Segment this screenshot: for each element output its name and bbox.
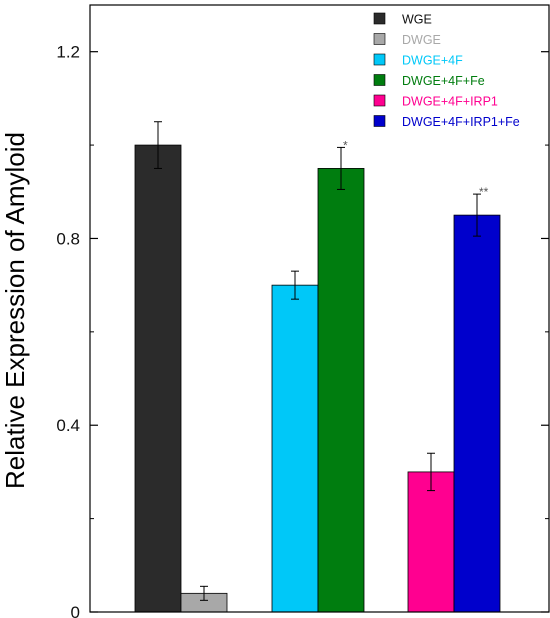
legend-swatch xyxy=(373,74,386,86)
significance-marks: *** xyxy=(343,138,489,199)
bar-dwge-4f-irp1-fe xyxy=(453,214,501,613)
legend-swatch xyxy=(373,53,386,66)
legend-label: DWGE+4F xyxy=(402,54,463,68)
y-tick-label: 1.2 xyxy=(56,43,80,62)
y-tick-labels: 0 0.4 0.8 1.2 xyxy=(56,43,80,618)
legend-swatch xyxy=(373,115,386,127)
legend-label: DWGE+4F+Fe xyxy=(402,74,485,88)
bar-dwge-4f xyxy=(271,284,319,613)
legend-label: WGE xyxy=(402,13,432,27)
y-tick-label: 0.4 xyxy=(56,416,80,435)
bar-dwge-4f-fe xyxy=(317,168,365,613)
axis-ticks xyxy=(90,51,549,613)
y-tick-label: 0.8 xyxy=(56,229,80,248)
y-axis-label: Relative Expression of Amyloid xyxy=(0,132,30,489)
legend-label: DWGE+4F+IRP1+Fe xyxy=(402,115,520,129)
significance-mark: * xyxy=(343,138,348,152)
legend-label: DWGE+4F+IRP1 xyxy=(402,95,498,109)
bar-wge xyxy=(134,144,182,613)
significance-mark: ** xyxy=(479,185,489,199)
legend-swatch xyxy=(373,12,386,25)
bars xyxy=(134,144,501,613)
error-bars xyxy=(154,121,481,601)
legend-swatch xyxy=(373,94,386,107)
legend: WGE DWGE DWGE+4F DWGE+4F+Fe DWGE+4F+IRP1 DWGE… xyxy=(373,12,520,129)
y-tick-label: 0 xyxy=(71,603,80,618)
plot-frame xyxy=(89,4,550,613)
bar-dwge-4f-irp1 xyxy=(407,471,455,613)
legend-label: DWGE xyxy=(402,33,441,47)
legend-swatch xyxy=(373,33,386,45)
